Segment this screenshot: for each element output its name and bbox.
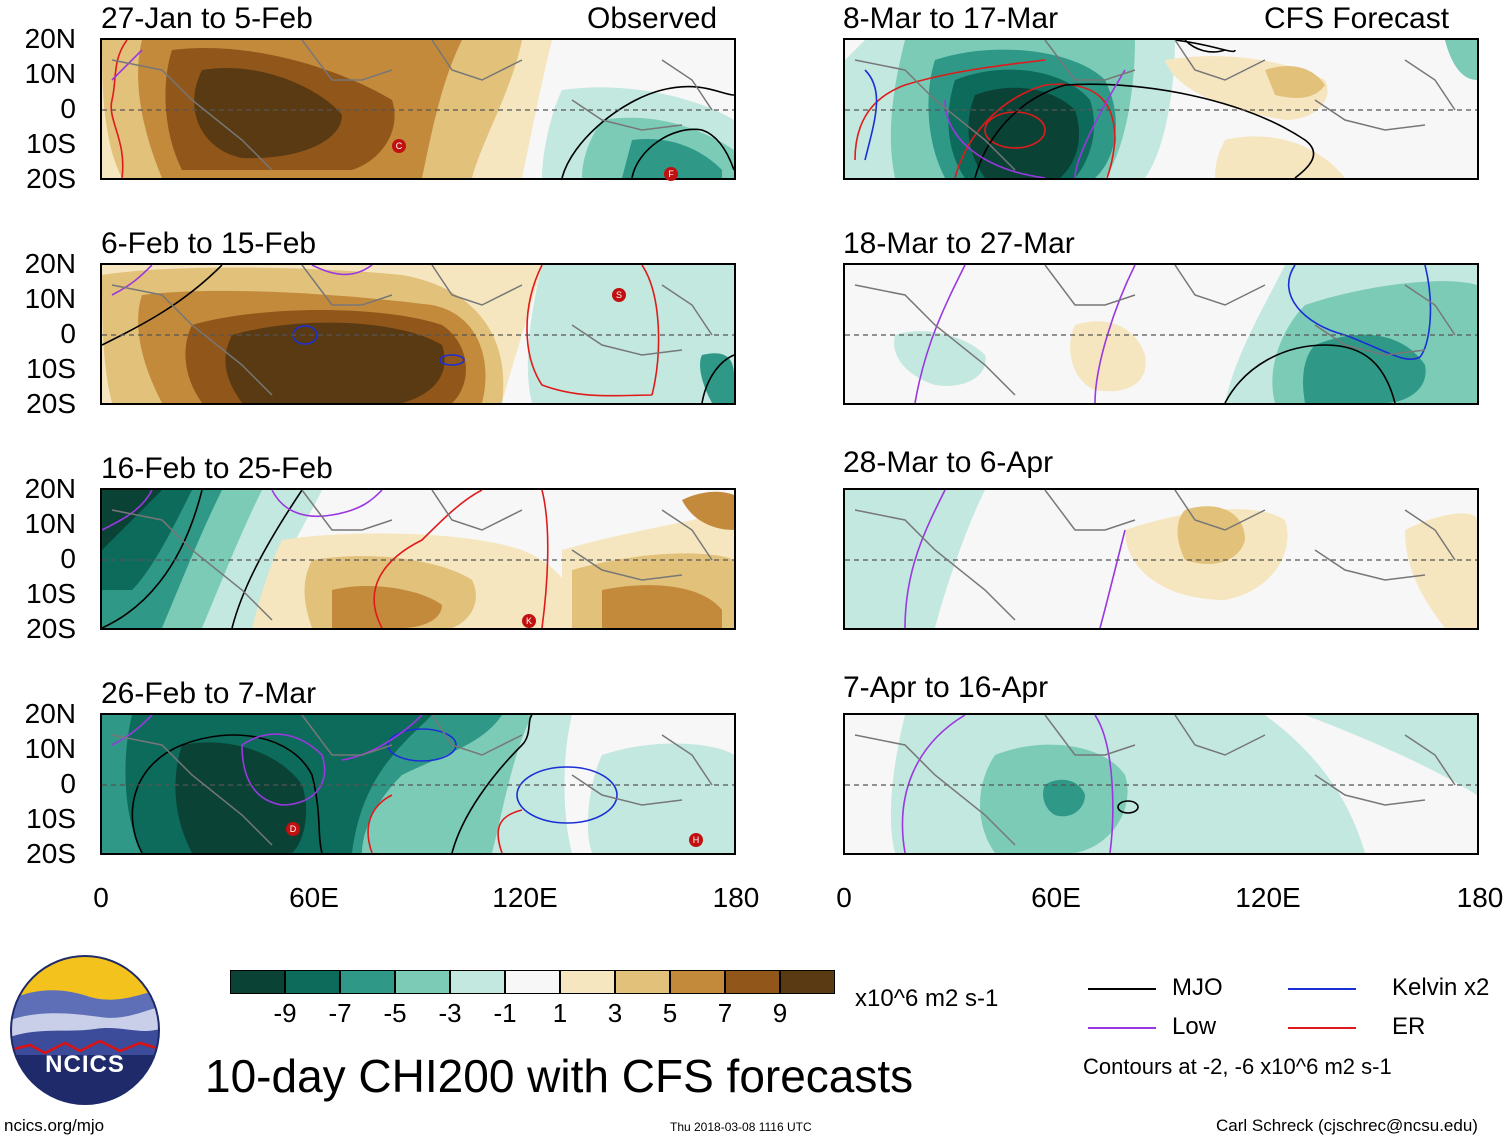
map-panel-5 [843, 38, 1479, 180]
panel-title-2: 6-Feb to 15-Feb [101, 227, 317, 260]
map-panel-6 [843, 263, 1479, 405]
lat-label: 20S [26, 163, 76, 194]
lat-label: 10N [24, 283, 76, 314]
colorbar-tick-label: 1 [552, 998, 568, 1028]
colorbar-swatch [670, 970, 725, 994]
colorbar-swatch [615, 970, 670, 994]
map-panel-3 [100, 488, 736, 630]
lon-label: 0 [836, 882, 852, 913]
legend-label-low: Low [1172, 1013, 1217, 1040]
map-panel-2 [100, 263, 736, 405]
panel-title-3: 16-Feb to 25-Feb [101, 452, 333, 485]
colorbar-swatch [505, 970, 560, 994]
legend-swatch-low [1088, 1027, 1156, 1029]
lat-label: 10S [26, 353, 76, 384]
lon-label: 60E [1031, 882, 1081, 913]
panel-title-6: 18-Mar to 27-Mar [843, 227, 1075, 260]
colorbar-swatch [285, 970, 340, 994]
legend-swatch-mjo [1088, 988, 1156, 990]
colorbar-tick-label: 7 [717, 998, 733, 1028]
lat-label: 0 [60, 318, 76, 349]
colorbar-units: x10^6 m2 s-1 [855, 985, 999, 1012]
lat-label: 20S [26, 838, 76, 869]
colorbar-swatch [780, 970, 835, 994]
map-panel-8 [843, 713, 1479, 855]
footer-credit: Carl Schreck (cjschrec@ncsu.edu) [1216, 1116, 1478, 1135]
lat-label: 0 [60, 543, 76, 574]
colorbar-tick-label: -3 [438, 998, 462, 1028]
colorbar-swatch [450, 970, 505, 994]
lon-label: 0 [93, 882, 109, 913]
storm-marker-icon: F [664, 167, 678, 181]
storm-marker-icon: S [612, 288, 626, 302]
lon-label: 60E [289, 882, 339, 913]
lat-label: 10S [26, 578, 76, 609]
storm-marker-icon: D [286, 822, 300, 836]
legend-contours-note: Contours at -2, -6 x10^6 m2 s-1 [1083, 1054, 1392, 1079]
observed-label: Observed [587, 2, 718, 35]
colorbar-swatch [395, 970, 450, 994]
legend-label-mjo: MJO [1172, 974, 1223, 1001]
colorbar-tick-label: -7 [328, 998, 352, 1028]
lat-label: 20N [24, 698, 76, 729]
footer-timestamp: Thu 2018-03-08 1116 UTC [670, 1120, 812, 1134]
map-panel-7 [843, 488, 1479, 630]
colorbar-tick-label: 5 [662, 998, 678, 1028]
panel-title-7: 28-Mar to 6-Apr [843, 446, 1054, 479]
colorbar-tick-label: 3 [607, 998, 623, 1028]
lat-label: 0 [60, 768, 76, 799]
lat-label: 20N [24, 473, 76, 504]
lon-label: 120E [1235, 882, 1301, 913]
lat-label: 10S [26, 128, 76, 159]
colorbar-tick-label: -1 [493, 998, 517, 1028]
colorbar-swatch [560, 970, 615, 994]
chart-title: 10-day CHI200 with CFS forecasts [205, 1050, 914, 1102]
lat-label: 20S [26, 613, 76, 644]
legend-swatch-kelvin [1288, 988, 1356, 990]
lat-label: 10N [24, 733, 76, 764]
ncics-logo: NCICS [10, 955, 160, 1105]
forecast-label: CFS Forecast [1264, 2, 1450, 35]
panel-title-4: 26-Feb to 7-Mar [101, 677, 317, 710]
storm-marker-icon: K [522, 614, 536, 628]
lon-label: 120E [492, 882, 558, 913]
legend-label-er: ER [1392, 1013, 1426, 1040]
lat-label: 20S [26, 388, 76, 419]
legend-swatch-er [1288, 1027, 1356, 1029]
logo-text: NCICS [45, 1051, 125, 1078]
storm-marker-icon: C [392, 139, 406, 153]
storm-marker-icon: H [689, 833, 703, 847]
lat-label: 10N [24, 508, 76, 539]
panel-title-5: 8-Mar to 17-Mar [843, 2, 1059, 35]
colorbar-swatch [230, 970, 285, 994]
map-panel-4 [100, 713, 736, 855]
panel-title-8: 7-Apr to 16-Apr [843, 671, 1049, 704]
lat-label: 0 [60, 93, 76, 124]
map-panel-1 [100, 38, 736, 180]
colorbar-swatch [725, 970, 780, 994]
colorbar-tick-label: 9 [772, 998, 788, 1028]
lon-label: 180 [1456, 882, 1504, 913]
lon-label: 180 [712, 882, 760, 913]
lat-label: 10S [26, 803, 76, 834]
colorbar [230, 970, 835, 994]
colorbar-swatch [340, 970, 395, 994]
colorbar-tick-label: -9 [273, 998, 297, 1028]
lat-label: 20N [24, 23, 76, 54]
footer-url[interactable]: ncics.org/mjo [4, 1116, 105, 1135]
colorbar-tick-label: -5 [383, 998, 407, 1028]
lat-label: 10N [24, 58, 76, 89]
lat-label: 20N [24, 248, 76, 279]
legend-label-kelvin: Kelvin x2 [1392, 974, 1490, 1001]
panel-title-1: 27-Jan to 5-Feb [101, 2, 313, 35]
